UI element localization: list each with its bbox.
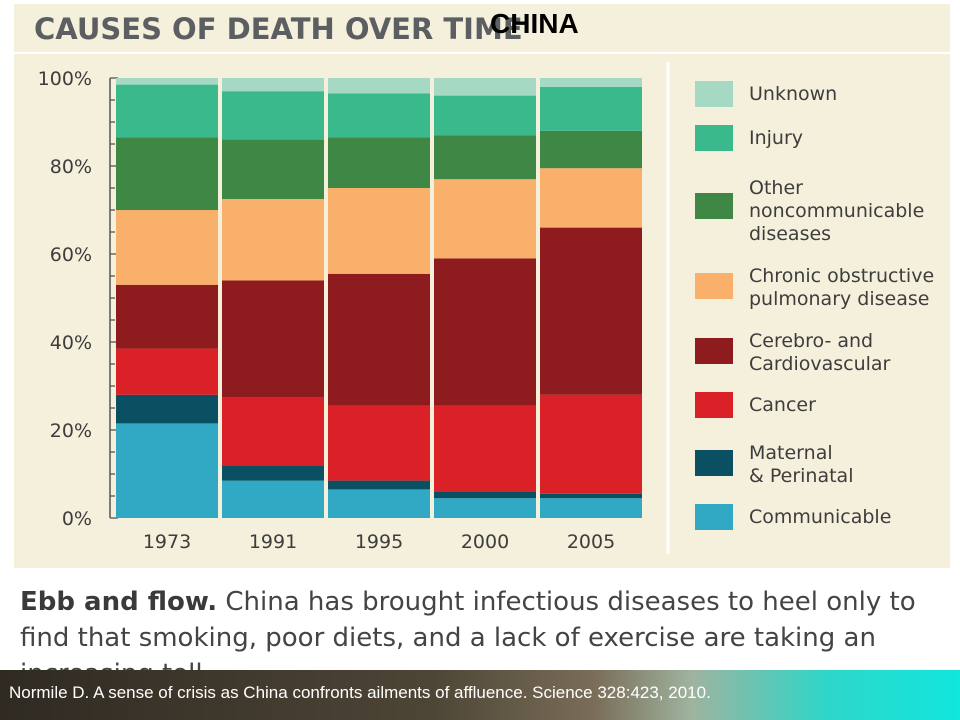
bar-segment-cerebro-1995 [328,273,430,406]
legend-label: Communicable [749,506,891,528]
legend-label: diseases [749,223,831,245]
x-tick-label: 1991 [249,531,297,553]
footer-bar: Normile D. A sense of crisis as China co… [0,670,960,720]
caption-body: China has brought infectious diseases to… [20,587,916,689]
legend-label: Cancer [749,394,816,416]
y-tick-label: 0% [62,508,92,530]
legend-swatch [695,338,733,364]
bar-segment-chronic-1995 [328,188,430,274]
bar-segment-communicable-2000 [434,498,536,518]
legend-swatch [695,450,733,476]
bar-segment-cancer-1991 [222,397,324,466]
bar-segment-other-1973 [116,137,218,210]
caption-lead: Ebb and flow. [20,587,218,617]
legend-label: Chronic obstructive [749,265,934,287]
region-title: CHINA [490,8,579,39]
bar-segment-maternal-2005 [540,493,642,499]
legend-swatch [695,125,733,151]
bar-segment-other-2005 [540,130,642,169]
bar-segment-other-1995 [328,137,430,188]
y-tick-label: 40% [50,332,92,354]
stacked-bar-chart: 0% 20% 40% 60% 80% 100% 1973 1991 1995 2000 2005 Un… [38,62,934,554]
citation-text: Normile D. A sense of crisis as China co… [9,683,711,702]
bar-segment-other-2000 [434,135,536,180]
legend-label: Other [749,177,803,199]
bar-segment-chronic-1991 [222,199,324,281]
bar-segment-other-1991 [222,139,324,199]
bar-segment-cerebro-1991 [222,280,324,397]
x-tick-label: 2005 [567,531,615,553]
bar-segment-injury-2005 [540,86,642,131]
legend-label: Injury [749,127,803,149]
legend-swatch [695,81,733,107]
bar-segment-injury-2000 [434,95,536,136]
x-tick-label: 2000 [461,531,509,553]
legend-swatch [695,273,733,299]
y-tick-label: 60% [50,244,92,266]
bar-segment-maternal-1991 [222,465,324,481]
bar-segment-cerebro-1973 [116,284,218,349]
caption: Ebb and flow. China has brought infectio… [20,584,950,692]
bar-segment-injury-1995 [328,93,430,138]
bar-segment-maternal-1995 [328,480,430,490]
bar-segment-injury-1973 [116,84,218,138]
bar-segment-unknown-1973 [116,78,218,85]
legend-swatch [695,504,733,530]
bar-segment-communicable-1973 [116,423,218,518]
y-tick-label: 80% [50,156,92,178]
bar-segment-cancer-2005 [540,394,642,494]
bar-segment-unknown-1991 [222,78,324,92]
bar-segment-communicable-1991 [222,480,324,518]
bar-segment-unknown-2000 [434,78,536,96]
bar-segment-maternal-1973 [116,394,218,424]
x-tick-label: 1973 [143,531,191,553]
bar-segment-cancer-1995 [328,405,430,481]
bar-segment-chronic-1973 [116,210,218,285]
bar-segment-maternal-2000 [434,491,536,499]
bar-segment-injury-1991 [222,91,324,140]
chart-title: CAUSES OF DEATH OVER TIME [34,12,523,46]
legend-label: Unknown [749,83,837,105]
legend-swatch [695,392,733,418]
y-tick-label: 20% [50,420,92,442]
legend-label: pulmonary disease [749,288,929,310]
y-tick-label: 100% [38,68,92,90]
bar-segment-chronic-2000 [434,179,536,259]
bar-segment-cerebro-2005 [540,227,642,395]
bar-segment-unknown-1995 [328,78,430,94]
bar-segment-cancer-1973 [116,348,218,395]
legend-label: Maternal [749,442,833,464]
legend-label: Cerebro- and [749,330,873,352]
bar-segment-cancer-2000 [434,405,536,492]
x-tick-label: 1995 [355,531,403,553]
bar-segment-communicable-2005 [540,498,642,518]
legend-label: noncommunicable [749,200,924,222]
legend-label: & Perinatal [749,465,853,487]
bar-segment-unknown-2005 [540,78,642,87]
bar-segment-cerebro-2000 [434,258,536,406]
title-bar: CAUSES OF DEATH OVER TIME [14,4,950,52]
legend-swatch [695,193,733,219]
bar-segment-communicable-1995 [328,489,430,518]
legend-label: Cardiovascular [749,353,891,375]
bar-segment-chronic-2005 [540,168,642,228]
chart-panel: 0% 20% 40% 60% 80% 100% 1973 1991 1995 2000 2005 Un… [14,54,950,568]
